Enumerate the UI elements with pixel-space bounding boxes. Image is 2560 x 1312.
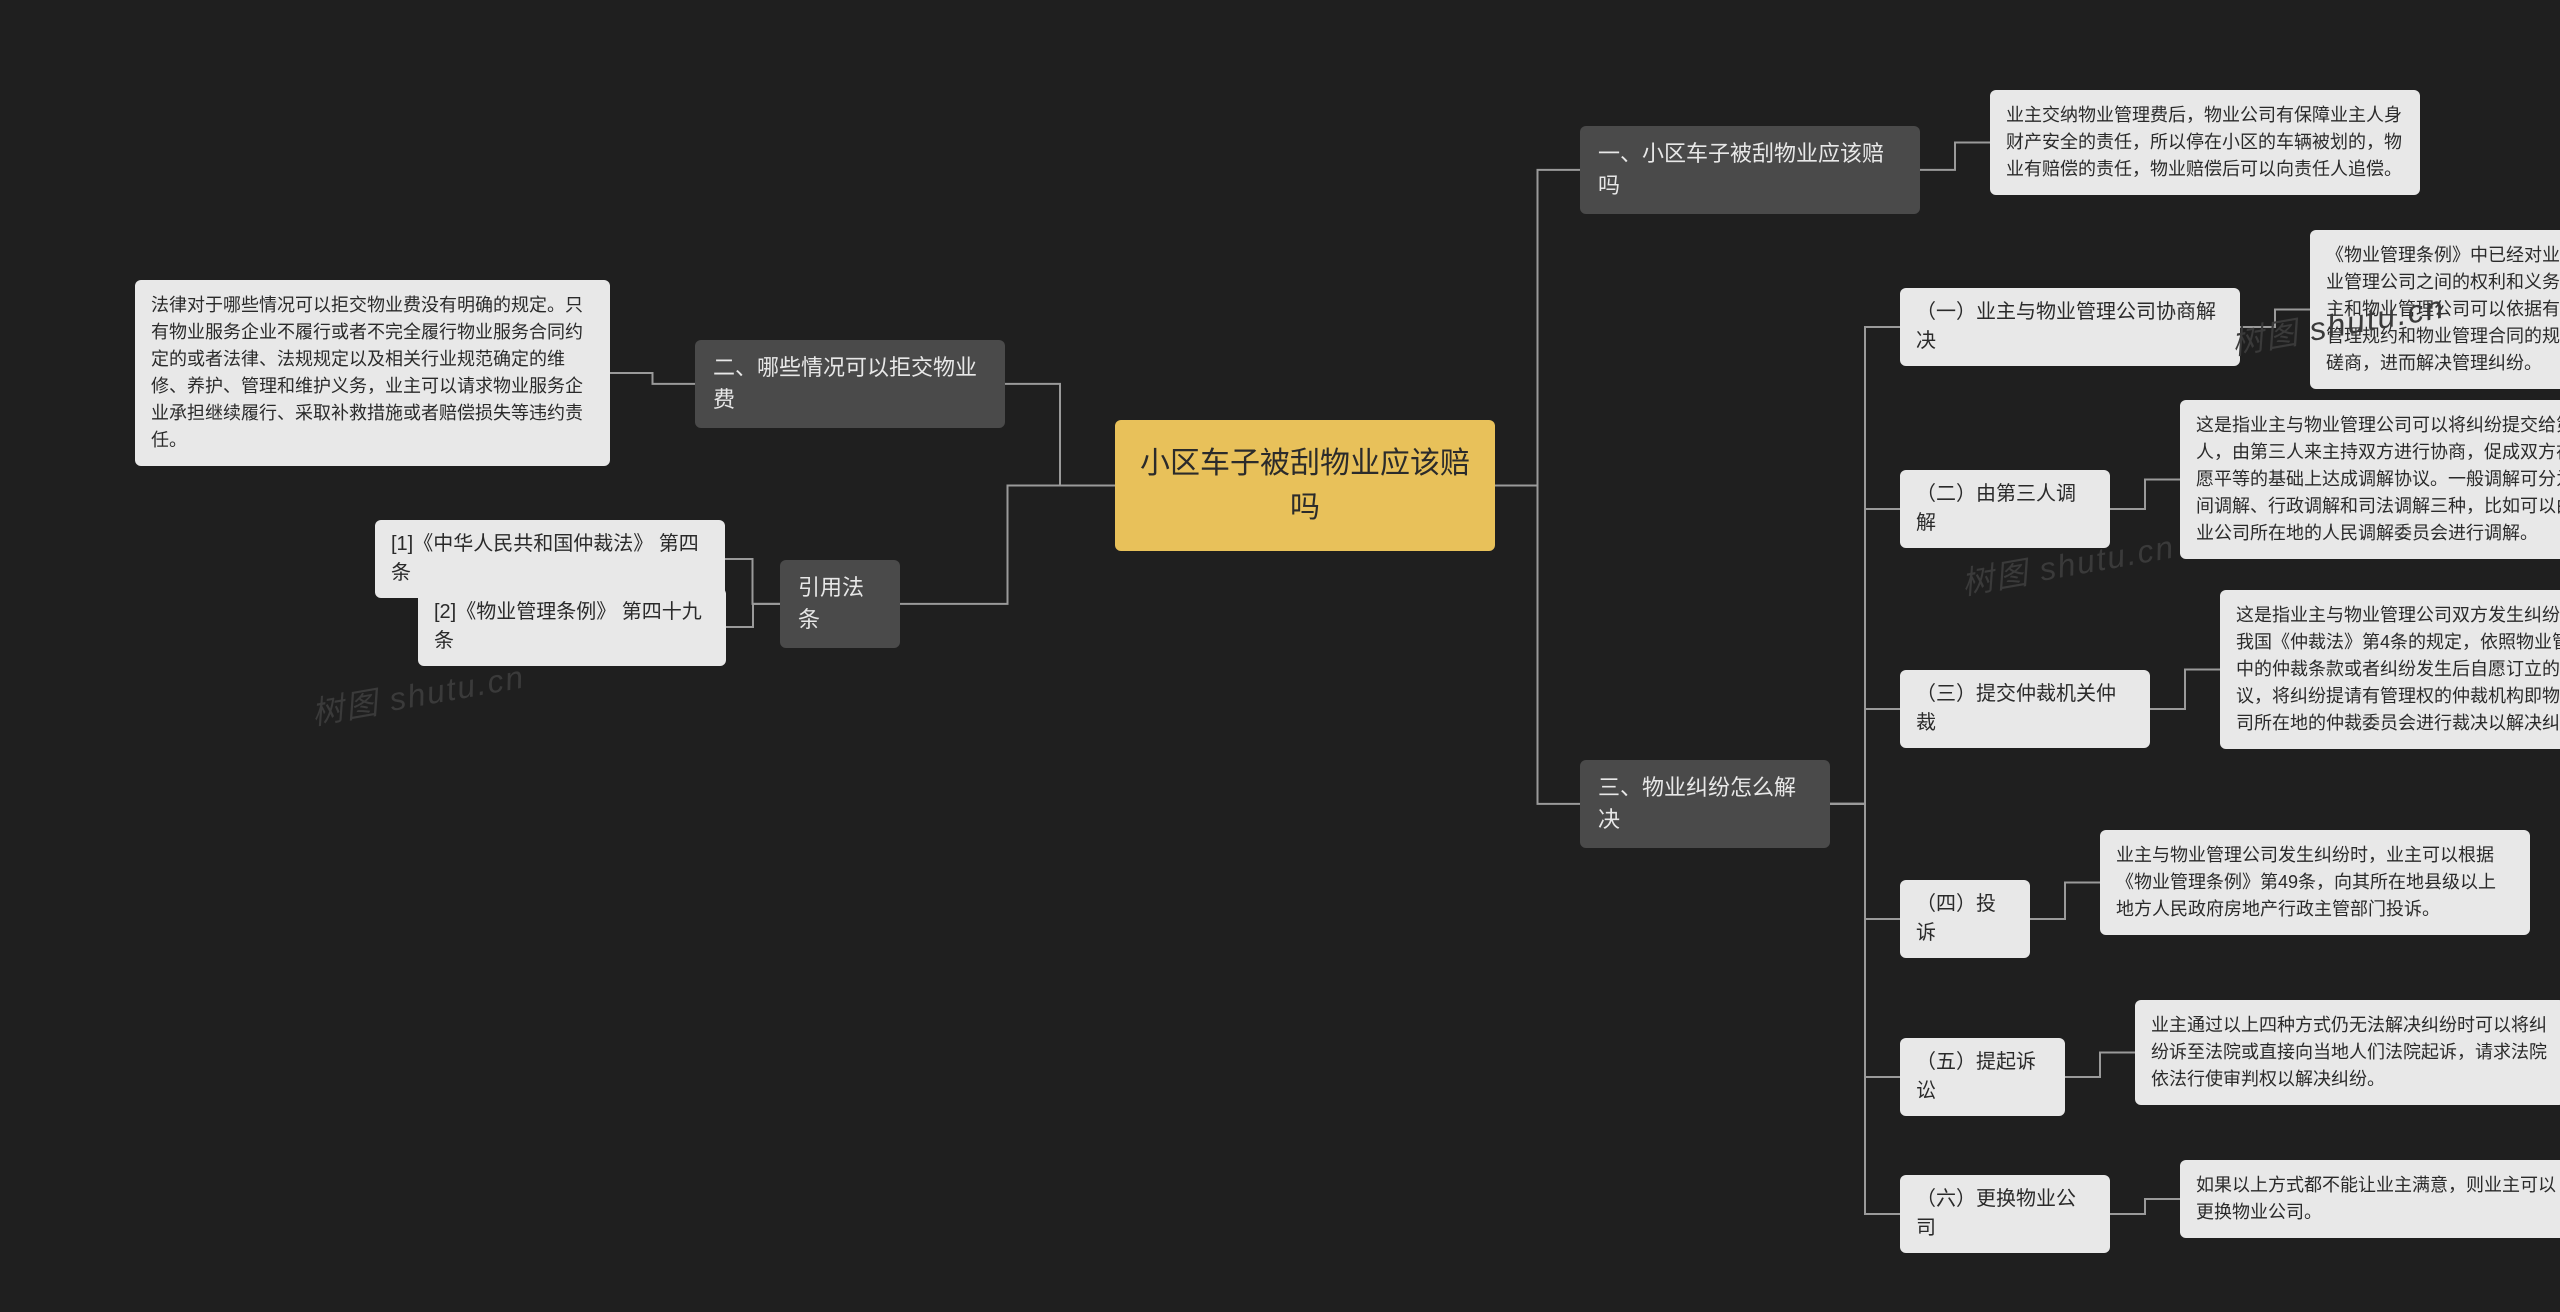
sub-mediation: （二）由第三人调解 [1900,470,2110,548]
sub-label: （一）业主与物业管理公司协商解决 [1916,301,2216,352]
leaf-text: 法律对于哪些情况可以拒交物业费没有明确的规定。只有物业服务企业不履行或者不完全履… [151,295,583,450]
leaf-compensate-detail: 业主交纳物业管理费后，物业公司有保障业主人身财产安全的责任，所以停在小区的车辆被… [1990,90,2420,195]
sub-arbitration: （三）提交仲裁机关仲裁 [1900,670,2150,748]
sub-label: （四）投诉 [1916,893,1996,944]
sub-replace: （六）更换物业公司 [1900,1175,2110,1253]
branch-label: 一、小区车子被刮物业应该赔吗 [1598,141,1884,198]
leaf-text: [2]《物业管理条例》 第四十九条 [434,601,702,652]
leaf-cite-1: [1]《中华人民共和国仲裁法》 第四条 [375,520,725,598]
branch-label: 引用法条 [798,575,864,632]
sub-lawsuit: （五）提起诉讼 [1900,1038,2065,1116]
branch-label: 三、物业纠纷怎么解决 [1598,775,1796,832]
sub-negotiate: （一）业主与物业管理公司协商解决 [1900,288,2240,366]
root-label: 小区车子被刮物业应该赔吗 [1140,447,1470,524]
sub-label: （三）提交仲裁机关仲裁 [1916,683,2116,734]
leaf-text: 如果以上方式都不能让业主满意，则业主可以更换物业公司。 [2196,1175,2556,1222]
leaf-text: 业主与物业管理公司发生纠纷时，业主可以根据《物业管理条例》第49条，向其所在地县… [2116,845,2496,919]
sub-label: （六）更换物业公司 [1916,1188,2076,1239]
leaf-lawsuit: 业主通过以上四种方式仍无法解决纠纷时可以将纠纷诉至法院或直接向当地人们法院起诉，… [2135,1000,2560,1105]
sub-label: （二）由第三人调解 [1916,483,2076,534]
leaf-text: 这是指业主与物业管理公司可以将纠纷提交给第三人，由第三人来主持双方进行协商，促成… [2196,415,2560,543]
leaf-negotiate: 《物业管理条例》中已经对业主、业主委员会及物业管理公司之间的权利和义务作出了明确… [2310,230,2560,389]
leaf-arbitration: 这是指业主与物业管理公司双方发生纠纷后，根据我国《仲裁法》第4条的规定，依照物业… [2220,590,2560,749]
leaf-text: [1]《中华人民共和国仲裁法》 第四条 [391,533,699,584]
branch-should-compensate: 一、小区车子被刮物业应该赔吗 [1580,126,1920,214]
leaf-text: 业主交纳物业管理费后，物业公司有保障业主人身财产安全的责任，所以停在小区的车辆被… [2006,105,2402,179]
sub-complaint: （四）投诉 [1900,880,2030,958]
leaf-text: 业主通过以上四种方式仍无法解决纠纷时可以将纠纷诉至法院或直接向当地人们法院起诉，… [2151,1015,2547,1089]
leaf-text: 这是指业主与物业管理公司双方发生纠纷后，根据我国《仲裁法》第4条的规定，依照物业… [2236,605,2560,733]
connector-layer [0,0,2560,1312]
leaf-refuse-fee-detail: 法律对于哪些情况可以拒交物业费没有明确的规定。只有物业服务企业不履行或者不完全履… [135,280,610,466]
branch-cite-law: 引用法条 [780,560,900,648]
leaf-text: 《物业管理条例》中已经对业主、业主委员会及物业管理公司之间的权利和义务作出了明确… [2326,245,2560,373]
branch-refuse-fee: 二、哪些情况可以拒交物业费 [695,340,1005,428]
leaf-complaint: 业主与物业管理公司发生纠纷时，业主可以根据《物业管理条例》第49条，向其所在地县… [2100,830,2530,935]
branch-label: 二、哪些情况可以拒交物业费 [713,355,977,412]
branch-resolve-dispute: 三、物业纠纷怎么解决 [1580,760,1830,848]
sub-label: （五）提起诉讼 [1916,1051,2036,1102]
leaf-replace: 如果以上方式都不能让业主满意，则业主可以更换物业公司。 [2180,1160,2560,1238]
leaf-cite-2: [2]《物业管理条例》 第四十九条 [418,588,726,666]
leaf-mediation: 这是指业主与物业管理公司可以将纠纷提交给第三人，由第三人来主持双方进行协商，促成… [2180,400,2560,559]
root-node: 小区车子被刮物业应该赔吗 [1115,420,1495,551]
